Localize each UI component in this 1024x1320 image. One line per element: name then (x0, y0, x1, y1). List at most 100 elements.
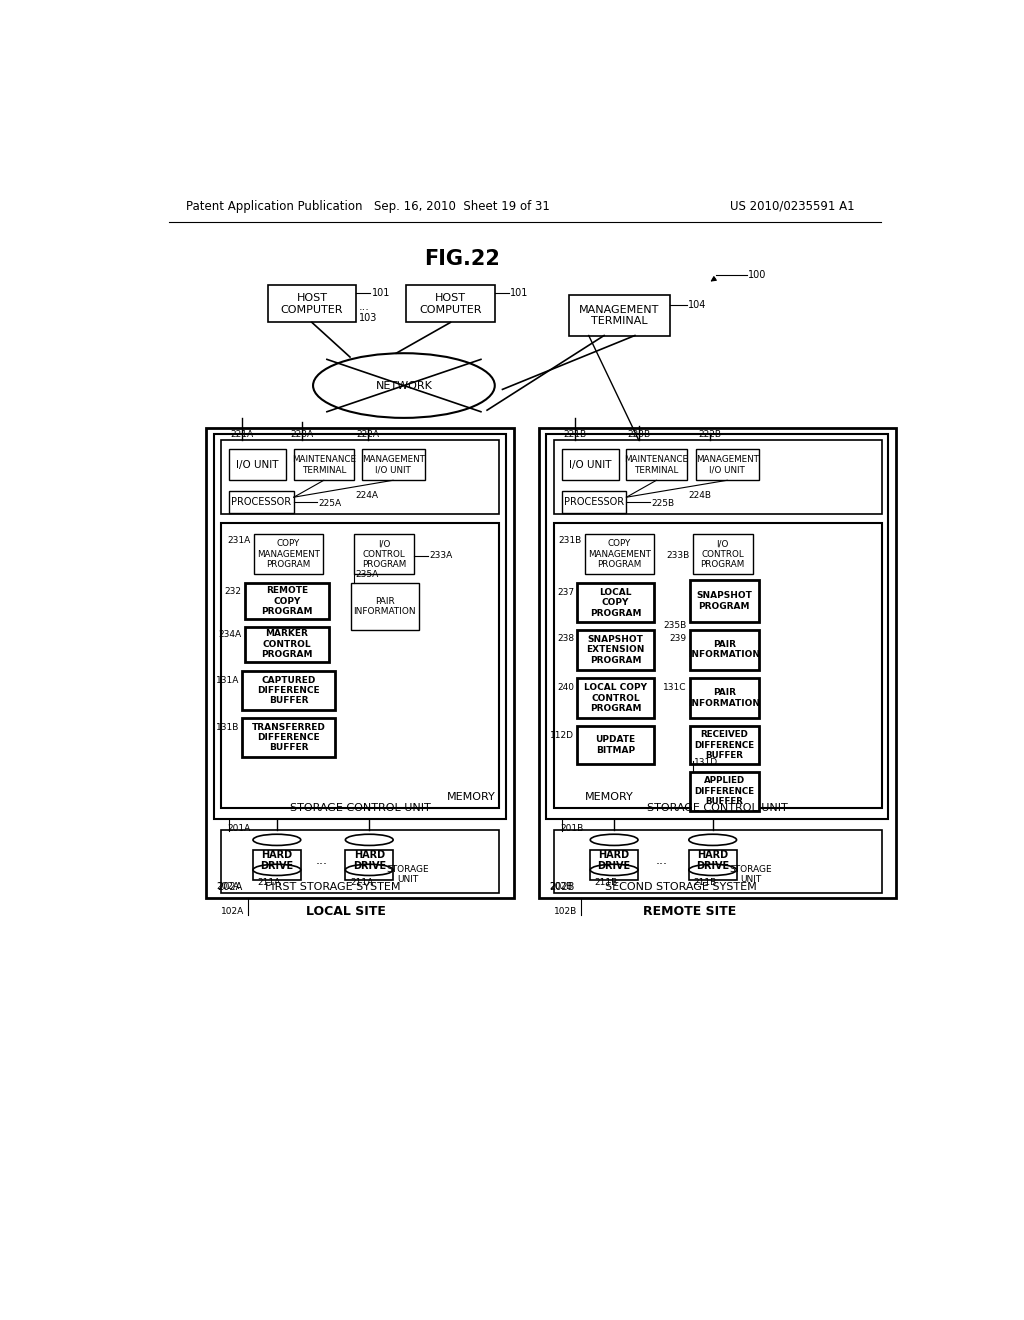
FancyBboxPatch shape (354, 535, 414, 574)
Text: 239: 239 (670, 635, 686, 643)
FancyBboxPatch shape (689, 772, 759, 810)
Text: SNAPSHOT
EXTENSION
PROGRAM: SNAPSHOT EXTENSION PROGRAM (587, 635, 645, 664)
Text: 235A: 235A (355, 570, 379, 578)
Text: STORAGE CONTROL UNIT: STORAGE CONTROL UNIT (290, 804, 430, 813)
FancyBboxPatch shape (627, 449, 686, 480)
Text: MAINTENANCE
TERMINAL: MAINTENANCE TERMINAL (625, 455, 688, 475)
Text: HARD
DRIVE: HARD DRIVE (352, 850, 386, 871)
FancyBboxPatch shape (695, 449, 759, 480)
Text: COPY
MANAGEMENT
PROGRAM: COPY MANAGEMENT PROGRAM (588, 540, 651, 569)
Text: 222A: 222A (356, 429, 379, 438)
Text: RECEIVED
DIFFERENCE
BUFFER: RECEIVED DIFFERENCE BUFFER (694, 730, 755, 760)
Text: FIRST STORAGE SYSTEM: FIRST STORAGE SYSTEM (265, 882, 400, 892)
Text: TRANSFERRED
DIFFERENCE
BUFFER: TRANSFERRED DIFFERENCE BUFFER (252, 722, 326, 752)
Text: Patent Application Publication: Patent Application Publication (186, 199, 362, 213)
Text: LOCAL
COPY
PROGRAM: LOCAL COPY PROGRAM (590, 587, 641, 618)
FancyBboxPatch shape (221, 524, 499, 808)
FancyBboxPatch shape (221, 441, 499, 515)
Text: 231B: 231B (558, 536, 582, 545)
Text: 221B: 221B (563, 429, 587, 438)
Text: MARKER
CONTROL
PROGRAM: MARKER CONTROL PROGRAM (261, 630, 312, 659)
FancyBboxPatch shape (294, 449, 354, 480)
Text: MEMORY: MEMORY (585, 792, 634, 803)
Text: 104: 104 (688, 300, 707, 310)
Text: US 2010/0235591 A1: US 2010/0235591 A1 (730, 199, 854, 213)
Text: 233A: 233A (429, 552, 453, 560)
Text: 101: 101 (510, 288, 528, 298)
Text: 202B: 202B (550, 882, 574, 892)
Text: 225B: 225B (651, 499, 674, 508)
FancyBboxPatch shape (554, 441, 882, 515)
Ellipse shape (253, 834, 301, 845)
Text: STORAGE
UNIT: STORAGE UNIT (730, 865, 772, 884)
FancyBboxPatch shape (569, 296, 670, 335)
Text: 211A: 211A (257, 878, 281, 887)
Text: PROCESSOR: PROCESSOR (231, 496, 292, 507)
Text: I/O
CONTROL
PROGRAM: I/O CONTROL PROGRAM (700, 540, 744, 569)
Text: LOCAL SITE: LOCAL SITE (306, 906, 386, 917)
Text: 102A: 102A (221, 907, 245, 916)
FancyBboxPatch shape (562, 491, 627, 512)
Text: 101: 101 (372, 288, 390, 298)
Text: MAINTENANCE
TERMINAL: MAINTENANCE TERMINAL (292, 455, 355, 475)
Text: 223A: 223A (290, 429, 313, 438)
FancyBboxPatch shape (554, 524, 882, 808)
FancyBboxPatch shape (243, 718, 335, 756)
Text: 103: 103 (359, 313, 378, 323)
Text: NETWORK: NETWORK (376, 380, 432, 391)
Text: 225A: 225A (318, 499, 342, 508)
Text: CAPTURED
DIFFERENCE
BUFFER: CAPTURED DIFFERENCE BUFFER (257, 676, 319, 705)
Text: PAIR
INFORMATION: PAIR INFORMATION (353, 597, 416, 616)
Text: 202A: 202A (217, 882, 242, 892)
Text: 240: 240 (557, 682, 574, 692)
Text: HOST
COMPUTER: HOST COMPUTER (419, 293, 481, 314)
FancyBboxPatch shape (267, 285, 356, 322)
Text: 100: 100 (749, 271, 767, 280)
Text: HOST
COMPUTER: HOST COMPUTER (281, 293, 343, 314)
Text: 201B: 201B (560, 824, 584, 833)
Text: ...: ... (359, 302, 370, 312)
Text: HARD
DRIVE: HARD DRIVE (260, 850, 294, 871)
Text: 201A: 201A (227, 824, 251, 833)
FancyBboxPatch shape (585, 535, 654, 574)
Text: ...: ... (655, 854, 668, 867)
FancyBboxPatch shape (407, 285, 495, 322)
FancyBboxPatch shape (689, 630, 759, 669)
Text: 232: 232 (224, 586, 242, 595)
FancyBboxPatch shape (243, 671, 335, 710)
Text: HARD
DRIVE: HARD DRIVE (696, 850, 729, 871)
Text: 224B: 224B (688, 491, 711, 500)
Text: 223B: 223B (627, 429, 650, 438)
Text: 238: 238 (557, 635, 574, 643)
Text: I/O UNIT: I/O UNIT (237, 459, 279, 470)
FancyBboxPatch shape (578, 678, 654, 718)
Text: I/O
CONTROL
PROGRAM: I/O CONTROL PROGRAM (361, 540, 406, 569)
Text: 202A: 202A (217, 882, 240, 891)
Text: COPY
MANAGEMENT
PROGRAM: COPY MANAGEMENT PROGRAM (257, 540, 319, 569)
Text: 234A: 234A (218, 630, 242, 639)
FancyBboxPatch shape (221, 830, 499, 892)
Text: 131A: 131A (216, 676, 240, 685)
FancyBboxPatch shape (254, 535, 323, 574)
Text: MANAGEMENT
TERMINAL: MANAGEMENT TERMINAL (580, 305, 659, 326)
Text: MEMORY: MEMORY (447, 792, 496, 803)
Text: 211B: 211B (693, 878, 717, 887)
Text: PAIR
INFORMATION: PAIR INFORMATION (688, 689, 760, 708)
FancyBboxPatch shape (578, 583, 654, 622)
Text: MANAGEMENT
I/O UNIT: MANAGEMENT I/O UNIT (361, 455, 425, 475)
Text: LOCAL COPY
CONTROL
PROGRAM: LOCAL COPY CONTROL PROGRAM (584, 684, 647, 713)
Text: APPLIED
DIFFERENCE
BUFFER: APPLIED DIFFERENCE BUFFER (694, 776, 755, 807)
FancyBboxPatch shape (245, 583, 330, 619)
Text: I/O UNIT: I/O UNIT (569, 459, 611, 470)
Text: PAIR
INFORMATION: PAIR INFORMATION (688, 640, 760, 660)
Text: 131C: 131C (663, 682, 686, 692)
Text: 237: 237 (557, 589, 574, 597)
Text: STORAGE CONTROL UNIT: STORAGE CONTROL UNIT (647, 804, 787, 813)
FancyBboxPatch shape (361, 449, 425, 480)
Text: 221A: 221A (230, 429, 254, 438)
Text: Sep. 16, 2010  Sheet 19 of 31: Sep. 16, 2010 Sheet 19 of 31 (374, 199, 550, 213)
Text: 112D: 112D (550, 731, 574, 739)
FancyBboxPatch shape (689, 581, 759, 622)
Text: 211B: 211B (595, 878, 618, 887)
Text: STORAGE
UNIT: STORAGE UNIT (386, 865, 429, 884)
